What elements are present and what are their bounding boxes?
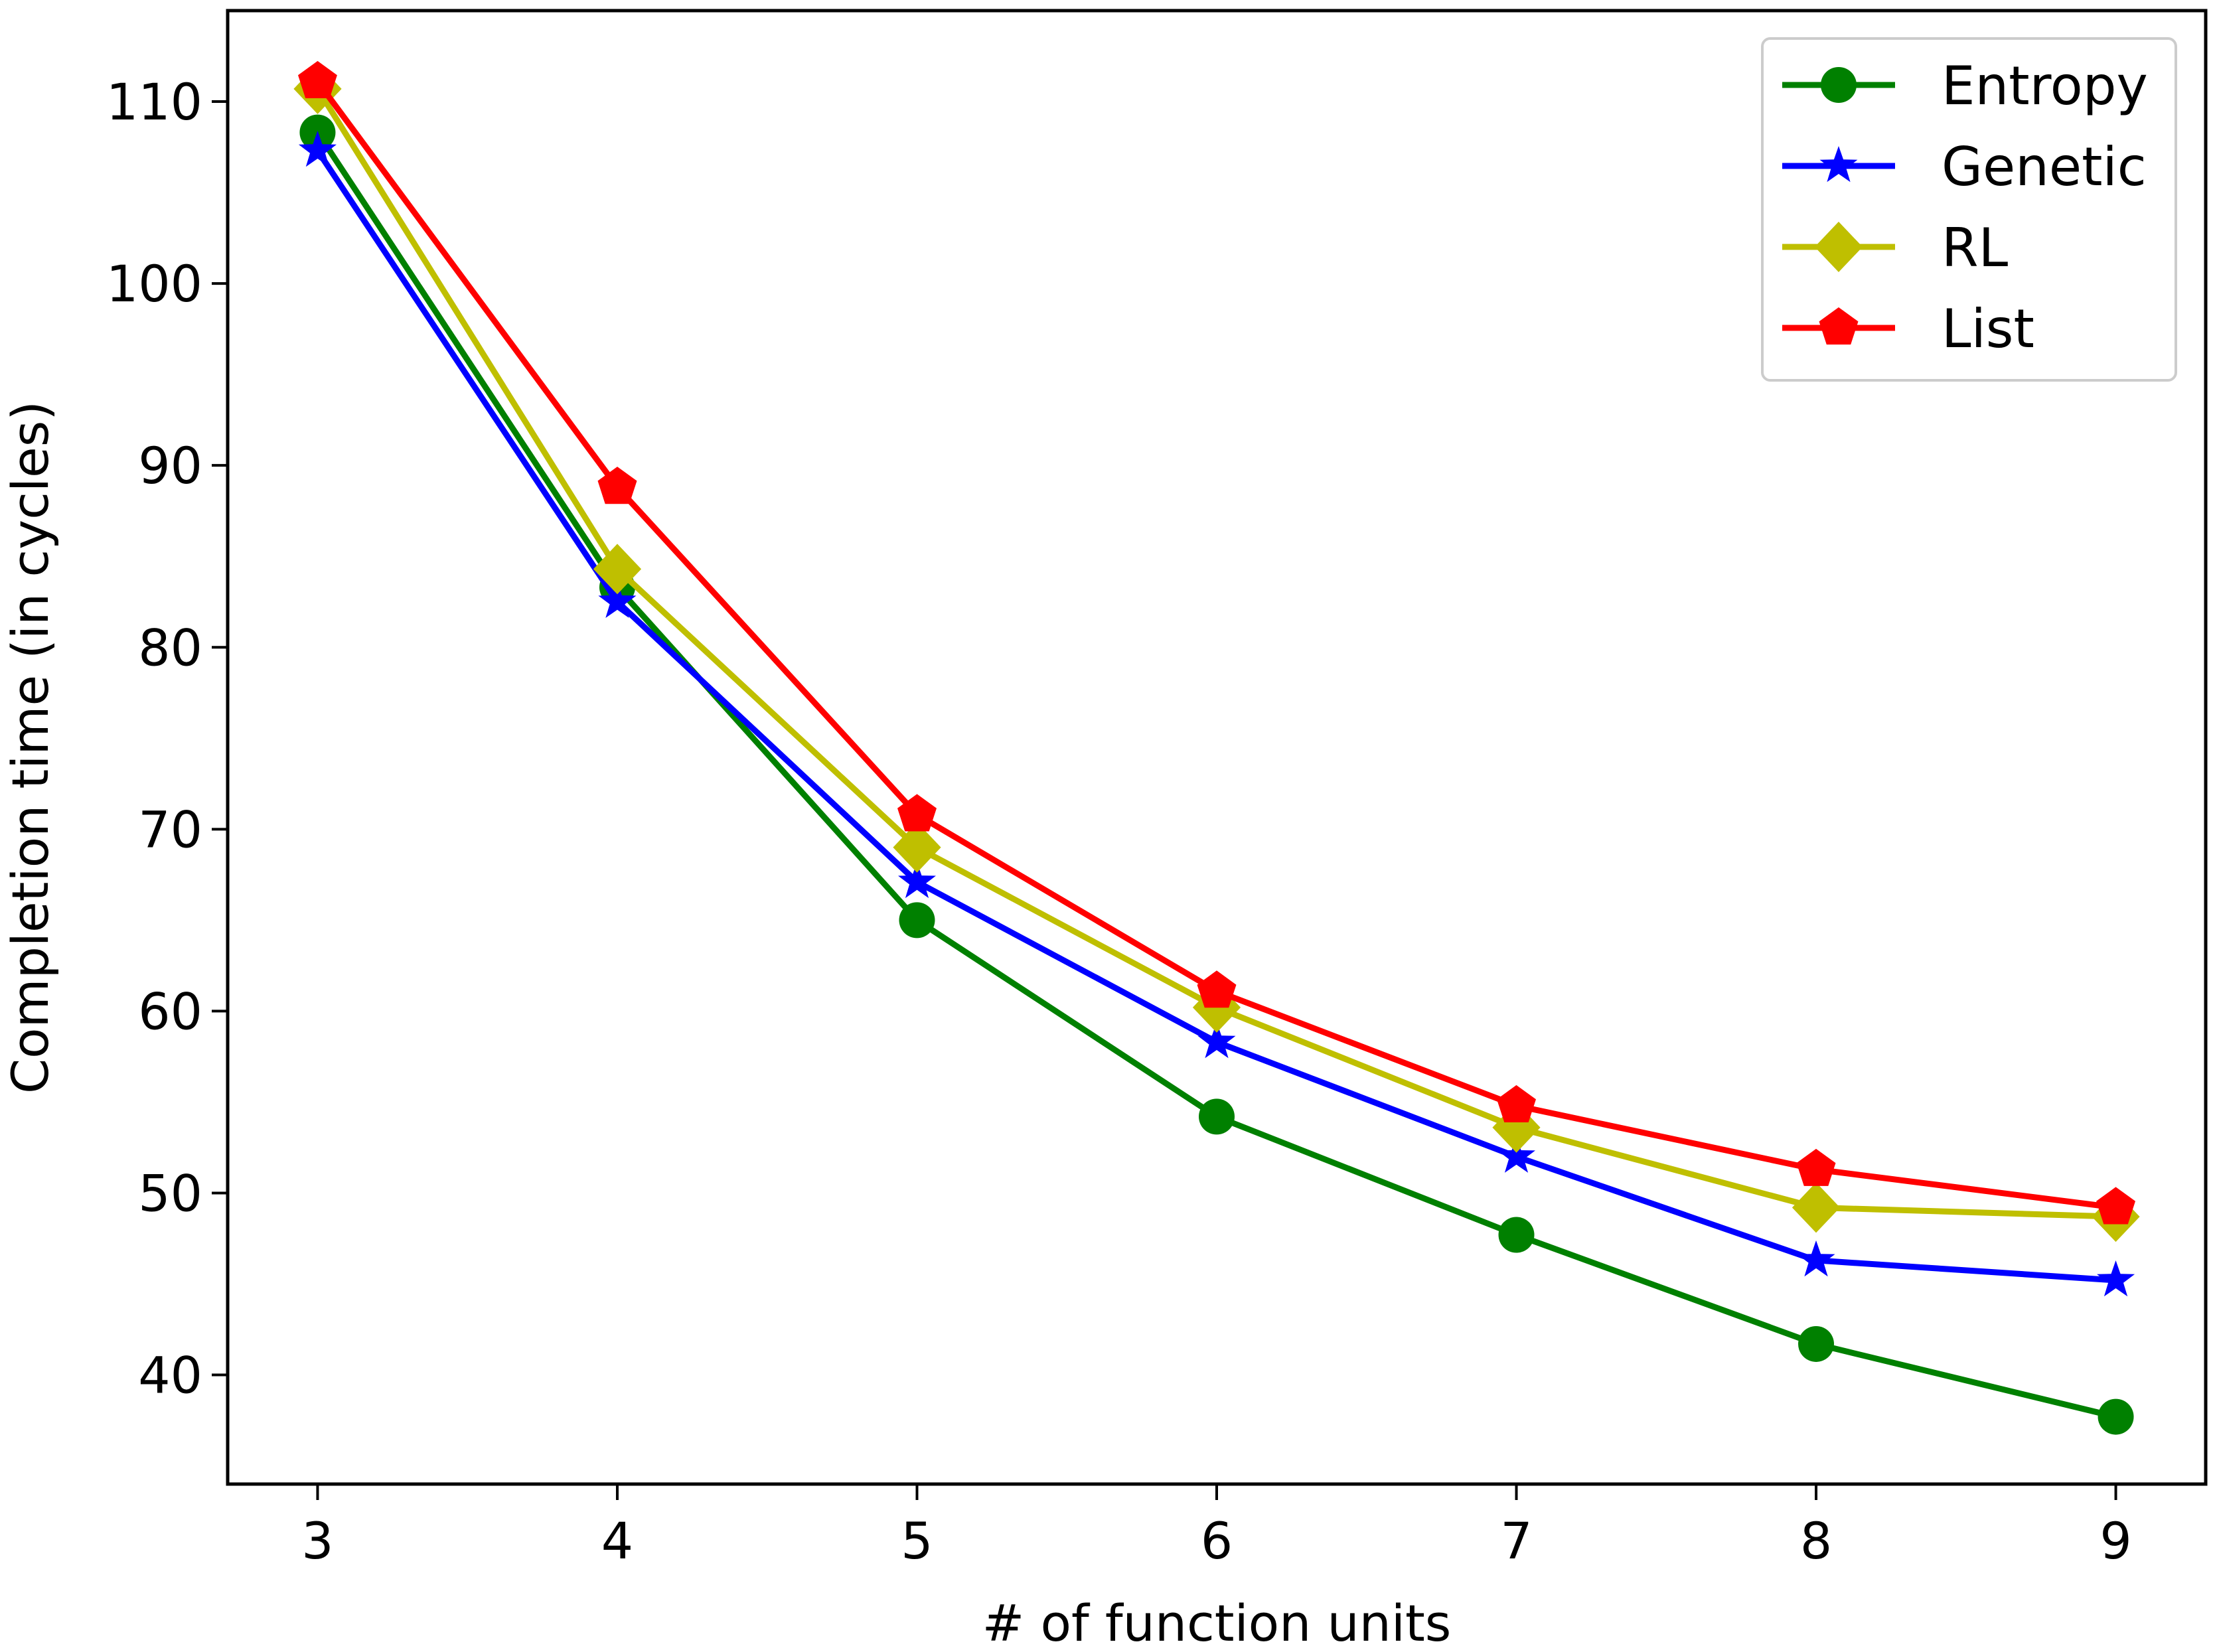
legend-label-genetic: Genetic: [1942, 136, 2147, 198]
series-genetic: [298, 131, 2135, 1297]
y-tick-label: 110: [106, 72, 202, 131]
data-point-list: [897, 794, 937, 832]
legend-entry-genetic: Genetic: [1782, 136, 2147, 198]
x-tick-label: 4: [601, 1511, 633, 1570]
data-point-genetic: [898, 862, 936, 899]
data-point-list: [1796, 1148, 1836, 1186]
y-tick-label: 90: [138, 436, 202, 495]
y-tick-label: 100: [106, 254, 202, 313]
y-tick-label: 70: [138, 800, 202, 859]
x-axis: 3 4 5 6 7 8 9: [301, 1484, 2132, 1570]
data-point-list: [2096, 1187, 2135, 1225]
x-tick-label: 5: [901, 1511, 933, 1570]
legend-label-list: List: [1942, 298, 2034, 360]
x-tick-label: 6: [1201, 1511, 1233, 1570]
data-point-entropy: [1798, 1325, 1835, 1362]
data-point-rl: [893, 822, 941, 873]
data-point-genetic: [298, 131, 337, 167]
legend-label-entropy: Entropy: [1942, 55, 2148, 117]
legend-frame: [1761, 37, 2177, 382]
data-point-list: [597, 467, 637, 504]
legend-marker-list: [1819, 307, 1859, 345]
data-point-list: [298, 60, 337, 98]
series-list: [298, 60, 2135, 1225]
legend-label-rl: RL: [1942, 217, 2009, 279]
y-axis: 40 50 60 70 80 90 100 110: [106, 72, 228, 1405]
data-point-entropy: [899, 902, 935, 939]
legend-marker-rl: [1814, 222, 1863, 272]
data-point-entropy: [1498, 1217, 1535, 1253]
legend-entry-rl: RL: [1782, 217, 2009, 279]
data-point-rl: [1792, 1182, 1841, 1233]
data-point-list: [1497, 1085, 1536, 1122]
legend: Entropy Genetic RL List: [1761, 37, 2177, 382]
x-tick-label: 8: [1800, 1511, 1832, 1570]
data-point-genetic: [598, 581, 637, 618]
legend-entry-list: List: [1782, 298, 2034, 360]
data-point-entropy: [2098, 1398, 2134, 1435]
x-tick-label: 3: [301, 1511, 333, 1570]
data-point-genetic: [1197, 1022, 1236, 1059]
y-tick-label: 40: [138, 1346, 202, 1405]
legend-marker-entropy: [1821, 67, 1857, 103]
data-point-entropy: [1199, 1098, 1235, 1135]
y-axis-label: Completion time (in cycles): [1, 401, 60, 1094]
data-point-genetic: [2097, 1260, 2135, 1297]
data-point-rl: [593, 544, 642, 595]
data-point-genetic: [1497, 1136, 1535, 1173]
series-layer: [293, 60, 2140, 1435]
legend-entries: Entropy Genetic RL List: [1782, 55, 2148, 360]
data-point-genetic: [1797, 1240, 1835, 1277]
x-axis-label: # of function units: [982, 1594, 1452, 1652]
y-tick-label: 60: [138, 982, 202, 1041]
y-tick-label: 50: [138, 1164, 202, 1223]
data-point-list: [1197, 970, 1237, 1008]
y-tick-label: 80: [138, 618, 202, 677]
legend-marker-genetic: [1819, 146, 1858, 183]
legend-entry-entropy: Entropy: [1782, 55, 2148, 117]
x-tick-label: 7: [1500, 1511, 1532, 1570]
x-tick-label: 9: [2100, 1511, 2131, 1570]
